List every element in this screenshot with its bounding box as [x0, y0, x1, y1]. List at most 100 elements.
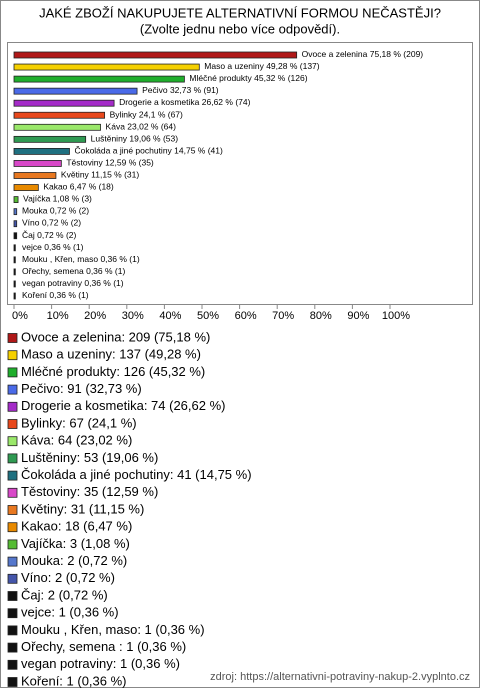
legend-swatch — [7, 487, 18, 498]
category-label: Kakao — [43, 182, 67, 192]
chart-title: JAKÉ ZBOŽÍ NAKUPUJETE ALTERNATIVNÍ FORMO… — [39, 5, 441, 20]
category-label: Luštěniny — [91, 134, 128, 144]
legend-swatch — [7, 505, 18, 515]
legend-swatch — [7, 367, 18, 378]
legend-swatch — [7, 677, 18, 687]
value-label: 0,36 % (1) — [84, 278, 123, 288]
legend-label: vejce: 1 (0,36 %) — [21, 605, 119, 620]
legend-swatch — [7, 401, 18, 412]
data-label: Ovoce a zelenina 75,18 % (209) — [302, 49, 424, 59]
x-tick-label: 70% — [272, 310, 294, 322]
value-label: 0,72 % (2) — [50, 206, 89, 216]
category-label: Ovoce a zelenina — [302, 49, 368, 59]
legend-label: Mouku , Křen, maso: 1 (0,36 %) — [21, 622, 205, 637]
value-label: 19,06 % (53) — [129, 134, 178, 144]
legend-swatch — [7, 350, 18, 361]
legend-swatch — [7, 608, 18, 619]
value-label: 14,75 % (41) — [174, 146, 223, 156]
category-label: Mouku , Křen, maso — [22, 254, 98, 264]
category-label: Mouka — [22, 206, 48, 216]
data-label: vejce 0,36 % (1) — [22, 242, 84, 252]
x-tick-label: 60% — [235, 310, 257, 322]
x-tick-label: 40% — [159, 310, 181, 322]
bar — [13, 99, 115, 107]
legend-label: Kakao: 18 (6,47 %) — [21, 519, 132, 534]
legend-label: Mléčné produkty: 126 (45,32 %) — [21, 364, 205, 379]
legend-swatch — [7, 556, 18, 567]
bar — [13, 111, 106, 119]
x-tick-label: 10% — [47, 310, 69, 322]
value-label: 75,18 % (209) — [370, 49, 424, 59]
legend-label: Vajíčka: 3 (1,08 %) — [21, 536, 130, 551]
data-label: Koření 0,36 % (1) — [22, 290, 89, 300]
legend-swatch — [7, 453, 18, 464]
legend-swatch — [7, 659, 18, 670]
value-label: 0,72 % (2) — [37, 230, 76, 240]
data-label: Mléčné produkty 45,32 % (126) — [189, 73, 307, 83]
x-tick-label: 30% — [122, 310, 144, 322]
bar — [13, 292, 16, 300]
category-label: Pečivo — [142, 85, 168, 95]
legend-label: Bylinky: 67 (24,1 %) — [21, 415, 137, 430]
category-label: Těstoviny — [66, 158, 103, 168]
legend-label: Víno: 2 (0,72 %) — [21, 570, 115, 585]
category-label: vegan potraviny — [22, 278, 83, 288]
category-label: Maso a uzeniny — [204, 61, 264, 71]
data-label: Bylinky 24,1 % (67) — [110, 110, 183, 120]
data-label: Mouku , Křen, maso 0,36 % (1) — [22, 254, 140, 264]
value-label: 0,36 % (1) — [86, 266, 125, 276]
value-label: 0,72 % (2) — [42, 218, 81, 228]
x-tick-label: 80% — [310, 310, 332, 322]
data-label: Květiny 11,15 % (31) — [61, 170, 139, 180]
bar — [13, 196, 19, 204]
legend-label: Drogerie a kosmetika: 74 (26,62 %) — [21, 398, 225, 413]
data-label: Ořechy, semena 0,36 % (1) — [22, 266, 125, 276]
legend-label: vegan potraviny: 1 (0,36 %) — [21, 656, 180, 671]
bar — [13, 208, 18, 216]
data-label: Mouka 0,72 % (2) — [22, 206, 89, 216]
bar — [13, 147, 70, 155]
legend-label: Čaj: 2 (0,72 %) — [21, 587, 108, 602]
value-label: 1,08 % (3) — [53, 194, 92, 204]
category-label: Víno — [22, 218, 40, 228]
legend-label: Ořechy, semena : 1 (0,36 %) — [21, 639, 186, 654]
legend-label: Káva: 64 (23,02 %) — [21, 433, 132, 448]
legend-swatch — [7, 625, 18, 636]
legend-label: Koření: 1 (0,36 %) — [21, 673, 127, 688]
value-label: 6,47 % (18) — [70, 182, 114, 192]
bar — [13, 51, 298, 59]
bar — [13, 280, 16, 288]
value-label: 45,32 % (126) — [254, 73, 308, 83]
value-label: 32,73 % (91) — [170, 85, 219, 95]
legend-swatch — [7, 642, 18, 653]
legend-swatch — [7, 436, 18, 447]
legend-label: Maso a uzeniny: 137 (49,28 %) — [21, 347, 201, 362]
category-label: vejce — [22, 242, 42, 252]
legend-label: Pečivo: 91 (32,73 %) — [21, 381, 142, 396]
bar — [13, 63, 200, 71]
legend-label: Květiny: 31 (11,15 %) — [21, 501, 144, 516]
category-label: Čokoláda a jiné pochutiny — [74, 146, 172, 156]
category-label: Koření — [22, 290, 48, 300]
data-label: Pečivo 32,73 % (91) — [142, 85, 219, 95]
bar — [13, 123, 101, 131]
legend-swatch — [7, 419, 18, 429]
value-label: 0,36 % (1) — [49, 290, 88, 300]
bar — [13, 256, 16, 264]
category-label: Vajíčka — [23, 194, 51, 204]
data-label: Vajíčka 1,08 % (3) — [23, 194, 92, 204]
bar — [13, 268, 16, 276]
data-label: Kakao 6,47 % (18) — [43, 182, 114, 192]
bar — [13, 184, 39, 191]
chart-subtitle: (Zvolte jednu nebo více odpovědí). — [140, 21, 340, 36]
x-tick-label: 100% — [382, 310, 410, 322]
plot-frame — [7, 42, 473, 305]
legend-label: Luštěniny: 53 (19,06 %) — [21, 450, 158, 465]
legend-swatch — [7, 573, 18, 584]
bar — [13, 135, 87, 143]
data-label: Luštěniny 19,06 % (53) — [91, 134, 179, 144]
x-tick-label: 0% — [12, 310, 28, 322]
value-label: 23,02 % (64) — [127, 122, 176, 132]
value-label: 49,28 % (137) — [266, 61, 320, 71]
